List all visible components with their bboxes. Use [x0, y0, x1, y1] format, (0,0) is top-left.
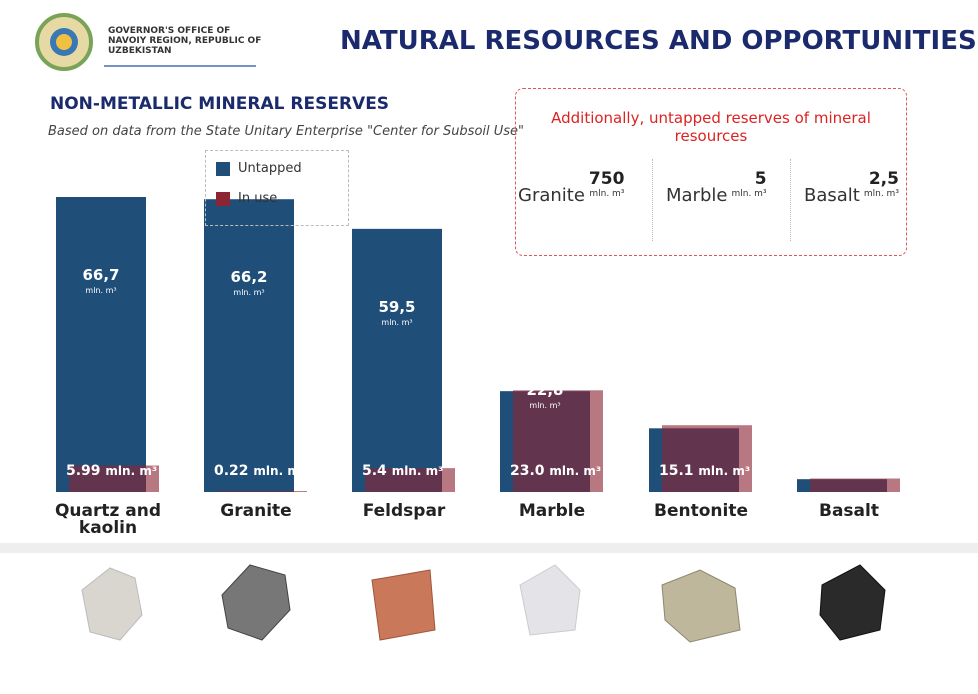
value-text: 15.1 [659, 463, 694, 479]
value-text: 59,5 [378, 297, 416, 316]
value-text: 3,05 [807, 463, 842, 479]
value-unit: mln. m³ [233, 288, 265, 298]
value-text: 0.22 [214, 463, 249, 479]
callout-item: Granite 750 mln. m³ [518, 169, 624, 206]
value-text: 5.99 [66, 463, 101, 479]
callout-value: 2,5 [868, 169, 899, 189]
value-label: 59,5 mln. m³ [352, 299, 442, 331]
callout-divider [652, 159, 653, 241]
callout-item: Marble 5 mln. m³ [666, 169, 767, 206]
callout-label: Basalt [804, 185, 860, 206]
bar [56, 197, 146, 492]
value-unit: mln. m³ [549, 464, 602, 478]
x-tick-label: Quartz and kaolin [54, 501, 162, 538]
bar [662, 425, 752, 492]
emblem [35, 13, 93, 71]
callout-item: Basalt 2,5 mln. m³ [804, 169, 899, 206]
bar [513, 390, 603, 492]
value-label: 22,8 mln. m³ [500, 382, 590, 414]
value-unit: mln. m³ [826, 401, 858, 410]
callout-value: 750 [588, 169, 625, 189]
callout-value-box: 5 mln. m³ [731, 169, 766, 199]
value-label: 5.4 mln. m³ [362, 463, 443, 479]
bar [69, 465, 159, 492]
value-label: 15.1 mln. m³ [659, 463, 750, 479]
value-unit: mln. m³ [391, 464, 444, 478]
rock-images [81, 564, 886, 643]
value-unit: mln. m³ [381, 317, 413, 327]
value-text: 23.0 [510, 463, 545, 479]
value-text: 66,7 [82, 266, 120, 284]
value-unit: mln. m³ [529, 401, 561, 410]
value-unit: mln. m³ [678, 401, 710, 410]
value-unit: mln. m³ [846, 464, 899, 478]
chart-title: NON-METALLIC MINERAL RESERVES [50, 94, 390, 114]
value-text: 22,8 [526, 381, 564, 399]
value-text: 5.4 [362, 463, 387, 479]
slide-title: NATURAL RESOURCES AND OPPORTUNITIES [340, 26, 977, 56]
value-label: 2,9 mln. m³ [797, 382, 887, 414]
bar [810, 478, 900, 492]
bar [204, 199, 294, 492]
callout-divider [790, 159, 791, 241]
bar [352, 228, 442, 493]
legend-swatch [216, 191, 230, 206]
value-label: 0.22 mln. m³ [214, 463, 305, 479]
org-name: GOVERNOR'S OFFICE OF NAVOIY REGION, REPU… [108, 26, 261, 56]
callout-label: Marble [666, 185, 728, 206]
value-text: 14,4 [675, 381, 713, 399]
value-label: 14,4 mln. m³ [649, 382, 739, 414]
value-unit: mln. m³ [105, 464, 158, 478]
x-tick-label: Basalt [819, 501, 879, 521]
legend-label: Untapped [238, 161, 302, 176]
value-label: 66,7 mln. m³ [56, 267, 146, 299]
chart-subtitle: Based on data from the State Unitary Ent… [48, 124, 525, 139]
x-tick-label: Granite [220, 501, 292, 521]
value-unit: mln. m³ [698, 464, 751, 478]
value-label: 23.0 mln. m³ [510, 463, 601, 479]
x-tick-label: Marble [518, 501, 586, 521]
value-unit: mln. m³ [85, 286, 117, 295]
callout-value-box: 750 mln. m³ [589, 169, 625, 199]
x-tick-label: Bentonite [654, 501, 748, 521]
value-text: 2,9 [828, 381, 856, 399]
bar [217, 491, 307, 492]
org-line: UZBEKISTAN [108, 46, 172, 56]
callout-unit: mln. m³ [863, 189, 899, 199]
callout-title: Additionally, untapped reserves of miner… [551, 109, 871, 145]
callout-value: 5 [754, 169, 767, 189]
value-text: 66,2 [230, 268, 268, 287]
org-line: GOVERNOR'S OFFICE OF [108, 26, 231, 36]
legend-item: In use [216, 191, 277, 206]
callout-value-box: 2,5 mln. m³ [864, 169, 899, 199]
callout: Additionally, untapped reserves of miner… [515, 88, 907, 256]
org-line: NAVOIY REGION, REPUBLIC OF [108, 36, 262, 46]
value-unit: mln. m³ [253, 464, 306, 478]
callout-label: Granite [518, 185, 585, 206]
bar [365, 468, 455, 492]
value-label: 3,05 mln. m³ [807, 463, 898, 479]
value-label: 66,2 mln. m³ [204, 269, 294, 301]
legend-label: In use [238, 191, 278, 206]
callout-unit: mln. m³ [589, 189, 625, 199]
value-label: 5.99 mln. m³ [66, 463, 157, 479]
legend: Untapped In use [205, 150, 349, 226]
callout-unit: mln. m³ [731, 189, 767, 199]
legend-item: Untapped [216, 161, 302, 176]
divider [0, 543, 978, 553]
x-tick-label: Feldspar [362, 501, 446, 521]
legend-swatch [216, 161, 230, 176]
